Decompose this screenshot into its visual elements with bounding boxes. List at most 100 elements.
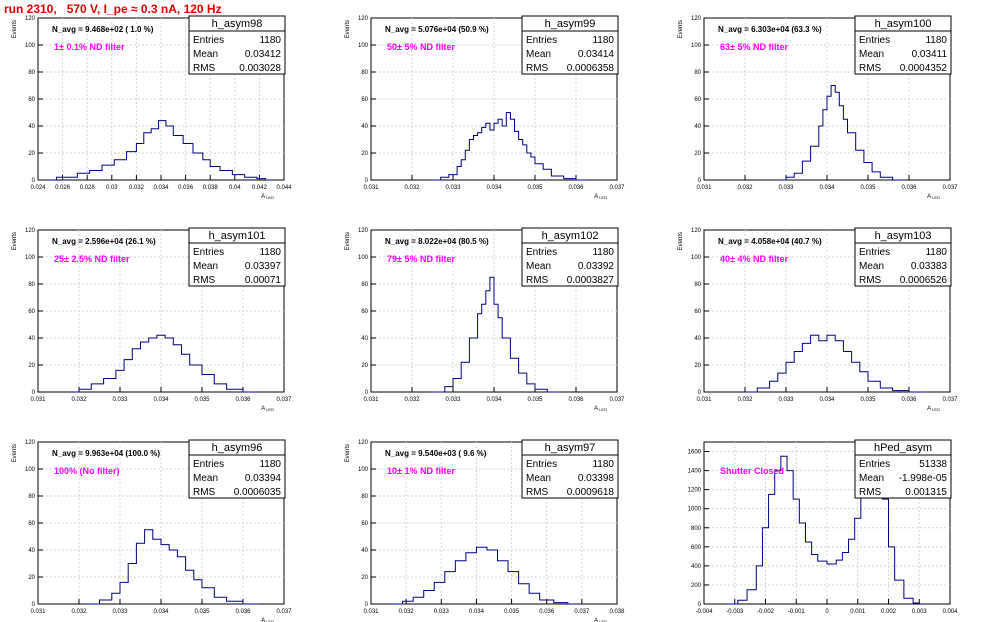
y-tick-label: 100 xyxy=(25,467,36,473)
x-tick-label: 0.044 xyxy=(276,185,292,191)
x-tick-label: 0.034 xyxy=(153,397,169,403)
y-tick-label: 1200 xyxy=(688,488,702,494)
x-tick-label: 0.035 xyxy=(194,609,210,615)
x-tick-label: 0.031 xyxy=(363,185,379,191)
x-tick-label: 0.038 xyxy=(609,609,625,615)
y-tick-label: 120 xyxy=(691,228,702,234)
y-tick-label: 100 xyxy=(691,43,702,49)
y-tick-label: 80 xyxy=(28,282,35,288)
filter-label: 100% (No filter) xyxy=(54,466,120,476)
x-tick-label: 0.034 xyxy=(819,397,835,403)
histogram-series xyxy=(432,276,560,393)
stats-label: RMS xyxy=(859,63,882,74)
x-tick-label: 0.037 xyxy=(276,609,292,615)
stats-value: 0.03394 xyxy=(245,473,282,484)
chart-panel-h_asym98: 0.024 0.026 0.028 0.03 0.032 0.034 0.036 0.038 0… xyxy=(12,15,292,200)
stats-label: RMS xyxy=(859,275,882,286)
stats-box xyxy=(854,227,952,287)
x-tick-label: 0.036 xyxy=(568,185,584,191)
x-tick-label: 0.033 xyxy=(778,397,794,403)
stats-value: 1180 xyxy=(259,459,281,470)
stats-label: RMS xyxy=(859,487,882,498)
y-tick-label: 20 xyxy=(28,151,35,157)
stats-label: Entries xyxy=(526,247,557,258)
x-axis-title: A LED xyxy=(594,618,607,622)
y-tick-label: 20 xyxy=(361,575,368,581)
stats-value: 0.03392 xyxy=(578,261,615,272)
y-tick-label: 0 xyxy=(698,178,702,184)
y-axis-title: Events xyxy=(12,232,18,250)
x-tick-label: 0.036 xyxy=(178,185,194,191)
filter-label: 40± 4% ND filter xyxy=(720,254,788,264)
x-axis-title: A LED xyxy=(594,406,607,412)
y-tick-label: 120 xyxy=(691,16,702,22)
stats-value: 1180 xyxy=(925,247,947,258)
y-tick-label: 120 xyxy=(358,440,369,446)
stats-value: 0.03383 xyxy=(911,261,948,272)
y-tick-label: 600 xyxy=(691,545,702,551)
stats-label: Mean xyxy=(859,261,884,272)
y-tick-label: 80 xyxy=(28,494,35,500)
y-tick-label: 20 xyxy=(694,363,701,369)
stats-box xyxy=(854,15,952,75)
stats-title: hPed_asym xyxy=(874,442,932,454)
stats-label: Entries xyxy=(859,247,890,258)
y-tick-label: 120 xyxy=(358,228,369,234)
x-tick-label: 0.033 xyxy=(445,185,461,191)
x-tick-label: 0.037 xyxy=(574,609,590,615)
stats-value: 0.03411 xyxy=(912,49,948,60)
y-tick-label: 120 xyxy=(358,16,369,22)
n-avg-label: N_avg = 9.468e+02 ( 1.0 %) xyxy=(52,25,154,34)
x-tick-label: 0.031 xyxy=(30,609,46,615)
stats-value: 0.003028 xyxy=(239,63,281,74)
y-tick-label: 1400 xyxy=(688,469,702,475)
x-axis-title: A LED xyxy=(927,406,940,412)
x-tick-label: 0.036 xyxy=(539,609,555,615)
y-tick-label: 0 xyxy=(365,178,369,184)
x-tick-label: 0.001 xyxy=(850,609,866,615)
y-tick-label: 120 xyxy=(25,16,36,22)
x-tick-label: 0.031 xyxy=(696,185,712,191)
y-tick-label: 60 xyxy=(694,97,701,103)
n-avg-label: N_avg = 9.540e+03 ( 9.6 %) xyxy=(385,449,487,458)
x-tick-label: 0.033 xyxy=(434,609,450,615)
stats-label: Mean xyxy=(859,49,884,60)
stats-label: Mean xyxy=(526,261,551,272)
stats-label: Entries xyxy=(193,35,224,46)
stats-value: 0.03412 xyxy=(245,49,282,60)
stats-value: 0.0006358 xyxy=(567,63,615,74)
x-tick-label: 0.033 xyxy=(778,185,794,191)
x-tick-label: 0.035 xyxy=(194,397,210,403)
stats-value: 1180 xyxy=(925,35,947,46)
x-tick-label: 0.004 xyxy=(942,609,958,615)
stats-label: Entries xyxy=(193,247,224,258)
stats-value: -1.998e-05 xyxy=(899,473,948,484)
y-tick-label: 20 xyxy=(361,363,368,369)
stats-value: 1180 xyxy=(259,247,281,258)
y-tick-label: 40 xyxy=(28,336,35,342)
histogram-series xyxy=(392,546,582,605)
x-tick-label: 0.036 xyxy=(235,397,251,403)
y-tick-label: 40 xyxy=(361,548,368,554)
stats-box xyxy=(188,227,286,287)
stats-value: 1180 xyxy=(259,35,281,46)
n-avg-label: N_avg = 5.076e+04 (50.9 %) xyxy=(385,25,489,34)
y-axis-title: Events xyxy=(678,20,684,38)
x-tick-label: 0.042 xyxy=(252,185,268,191)
n-avg-label: N_avg = 6.303e+04 (63.3 %) xyxy=(718,25,822,34)
x-tick-label: 0.038 xyxy=(203,185,219,191)
x-tick-label: 0.033 xyxy=(112,397,128,403)
stats-box xyxy=(854,439,952,499)
y-tick-label: 40 xyxy=(694,336,701,342)
x-axis-title: A LED xyxy=(261,194,274,200)
y-tick-label: 1000 xyxy=(688,507,702,513)
x-tick-label: 0.032 xyxy=(404,397,420,403)
x-axis-title: A LED xyxy=(261,618,274,622)
y-tick-label: 100 xyxy=(358,467,369,473)
x-tick-label: 0.034 xyxy=(153,609,169,615)
chart-panel-h_asym100: 0.031 0.032 0.033 0.034 0.035 0.036 0.037 0 20 40… xyxy=(678,15,958,200)
stats-value: 0.03397 xyxy=(245,261,282,272)
filter-label: 50± 5% ND filter xyxy=(387,42,455,52)
y-tick-label: 100 xyxy=(25,255,36,261)
y-axis-title: Events xyxy=(345,444,351,462)
